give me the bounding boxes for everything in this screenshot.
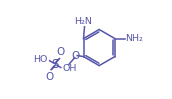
Text: O: O (57, 47, 65, 57)
Text: OH: OH (63, 64, 77, 73)
Text: H₂N: H₂N (75, 17, 93, 26)
Text: NH₂: NH₂ (125, 34, 143, 43)
Text: O: O (46, 72, 54, 82)
Text: HO: HO (33, 55, 48, 64)
Text: S: S (52, 58, 59, 71)
Text: O: O (72, 51, 80, 61)
